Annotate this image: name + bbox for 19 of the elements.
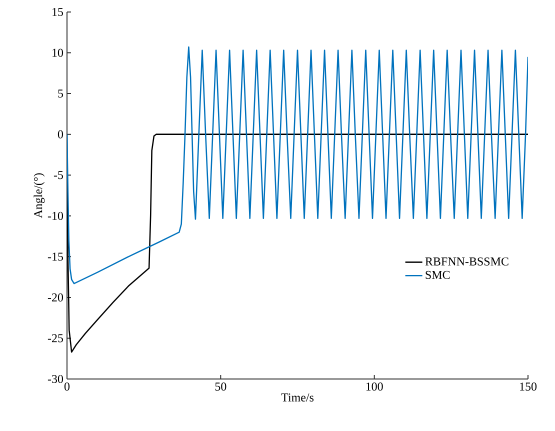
y-tick-label: -15 xyxy=(48,252,64,261)
y-tick-label: 10 xyxy=(52,48,64,57)
legend-label: RBFNN-BSSMC xyxy=(425,257,508,266)
y-tick-label: -25 xyxy=(48,334,64,342)
y-tick-label: -10 xyxy=(48,212,64,220)
y-axis-title: Angle/(°) xyxy=(34,173,45,218)
y-tick-label: -20 xyxy=(48,293,64,302)
x-axis-title: Time/s xyxy=(281,393,314,402)
y-tick-label: -30 xyxy=(48,374,64,384)
y-tick-label: 0 xyxy=(58,130,64,138)
line-series xyxy=(67,134,528,353)
legend-label: SMC xyxy=(426,270,450,279)
x-tick-label: 0 xyxy=(64,382,70,391)
y-tick-label: -5 xyxy=(54,171,64,180)
y-tick-label: 15 xyxy=(52,8,64,16)
x-tick-label: 150 xyxy=(520,382,537,391)
y-tick-label: 5 xyxy=(58,90,64,98)
x-tick-label: 50 xyxy=(215,382,226,391)
x-tick-label: 100 xyxy=(366,382,383,391)
